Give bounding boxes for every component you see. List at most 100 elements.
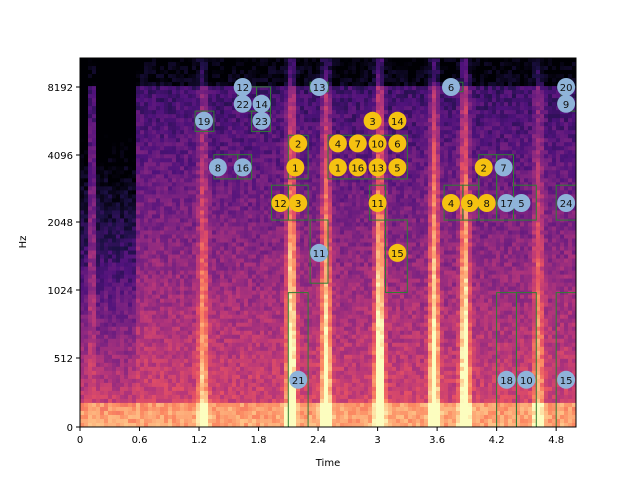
heatmap-cell xyxy=(124,246,129,252)
heatmap-cell xyxy=(164,422,169,427)
heatmap-cell xyxy=(180,246,185,252)
heatmap-cell xyxy=(200,78,205,83)
heatmap-cell xyxy=(188,386,193,392)
heatmap-cell xyxy=(152,150,157,155)
heatmap-cell xyxy=(240,250,245,256)
heatmap-cell xyxy=(160,382,165,388)
heatmap-cell xyxy=(80,142,85,147)
heatmap-cell xyxy=(180,82,185,87)
heatmap-cell xyxy=(128,262,133,268)
heatmap-cell xyxy=(156,350,161,356)
heatmap-cell xyxy=(296,154,301,159)
heatmap-cell xyxy=(288,338,293,344)
heatmap-cell xyxy=(208,410,213,416)
heatmap-cell xyxy=(244,330,249,336)
heatmap-cell xyxy=(252,218,257,224)
heatmap-cell xyxy=(124,114,129,119)
heatmap-cell xyxy=(284,358,289,364)
heatmap-cell xyxy=(232,230,237,236)
heatmap-cell xyxy=(288,250,293,256)
heatmap-cell xyxy=(132,138,137,143)
heatmap-cell xyxy=(164,78,169,83)
heatmap-cell xyxy=(136,154,141,159)
heatmap-cell xyxy=(116,90,121,95)
heatmap-cell xyxy=(212,366,217,372)
heatmap-cell xyxy=(228,242,233,248)
heatmap-cell xyxy=(288,382,293,388)
heatmap-cell xyxy=(100,58,105,63)
heatmap-cell xyxy=(140,138,145,143)
heatmap-cell xyxy=(100,74,105,79)
heatmap-cell xyxy=(260,366,265,372)
heatmap-cell xyxy=(200,362,205,368)
heatmap-cell xyxy=(148,298,153,304)
heatmap-cell xyxy=(248,266,253,272)
heatmap-cell xyxy=(100,198,105,203)
heatmap-cell xyxy=(116,86,121,91)
heatmap-cell xyxy=(196,66,201,71)
heatmap-cell xyxy=(88,422,93,427)
heatmap-cell xyxy=(276,226,281,232)
heatmap-cell xyxy=(200,378,205,384)
heatmap-cell xyxy=(140,370,145,376)
heatmap-cell xyxy=(148,262,153,268)
heatmap-cell xyxy=(156,102,161,107)
heatmap-cell xyxy=(288,282,293,288)
heatmap-cell xyxy=(268,390,273,396)
heatmap-cell xyxy=(112,402,117,408)
heatmap-cell xyxy=(180,114,185,119)
heatmap-cell xyxy=(284,282,289,288)
heatmap-cell xyxy=(240,314,245,320)
heatmap-cell xyxy=(128,194,133,199)
heatmap-cell xyxy=(164,122,169,127)
heatmap-cell xyxy=(112,118,117,123)
heatmap-cell xyxy=(140,202,145,207)
heatmap-cell xyxy=(268,194,273,199)
heatmap-cell xyxy=(272,370,277,376)
heatmap-cell xyxy=(104,154,109,159)
heatmap-cell xyxy=(144,222,149,228)
heatmap-cell xyxy=(148,330,153,336)
heatmap-cell xyxy=(228,138,233,143)
heatmap-cell xyxy=(164,186,169,191)
heatmap-cell xyxy=(288,226,293,232)
heatmap-cell xyxy=(136,394,141,400)
heatmap-cell xyxy=(120,230,125,236)
heatmap-cell xyxy=(256,370,261,376)
heatmap-cell xyxy=(280,102,285,107)
heatmap-cell xyxy=(284,166,289,171)
heatmap-cell xyxy=(108,302,113,308)
heatmap-cell xyxy=(156,218,161,224)
heatmap-cell xyxy=(84,146,89,151)
heatmap-cell xyxy=(200,326,205,332)
heatmap-cell xyxy=(208,74,213,79)
heatmap-cell xyxy=(120,146,125,151)
heatmap-cell xyxy=(140,374,145,380)
heatmap-cell xyxy=(164,134,169,139)
heatmap-cell xyxy=(192,262,197,268)
heatmap-cell xyxy=(176,122,181,127)
heatmap-cell xyxy=(172,418,177,424)
heatmap-cell xyxy=(156,182,161,187)
heatmap-cell xyxy=(144,370,149,376)
heatmap-cell xyxy=(144,410,149,416)
heatmap-cell xyxy=(284,354,289,360)
heatmap-cell xyxy=(132,418,137,424)
heatmap-cell xyxy=(228,222,233,228)
heatmap-cell xyxy=(276,406,281,412)
heatmap-cell xyxy=(188,310,193,316)
heatmap-cell xyxy=(252,410,257,416)
heatmap-cell xyxy=(276,390,281,396)
heatmap-cell xyxy=(112,378,117,384)
heatmap-cell xyxy=(152,102,157,107)
heatmap-cell xyxy=(160,66,165,71)
heatmap-cell xyxy=(100,90,105,95)
heatmap-cell xyxy=(184,82,189,87)
heatmap-cell xyxy=(180,366,185,372)
heatmap-cell xyxy=(284,342,289,348)
heatmap-cell xyxy=(216,110,221,115)
heatmap-cell xyxy=(156,74,161,79)
heatmap-cell xyxy=(296,118,301,123)
heatmap-cell xyxy=(140,210,145,216)
heatmap-cell xyxy=(224,210,229,216)
